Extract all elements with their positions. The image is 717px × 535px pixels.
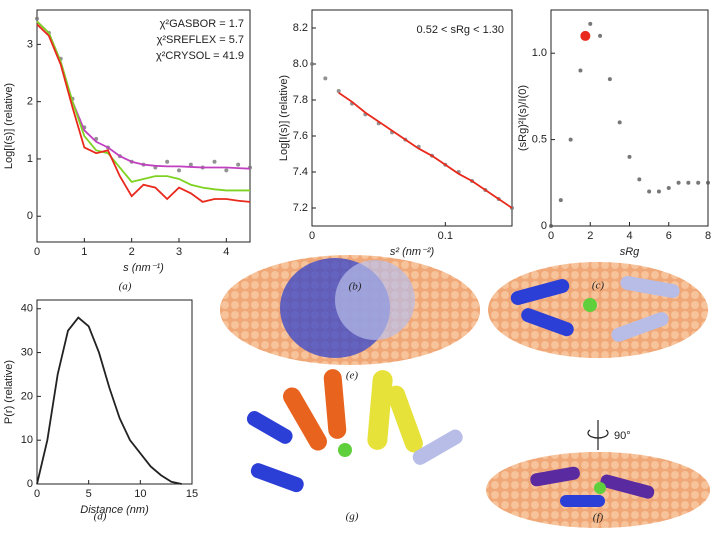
data-point (647, 189, 652, 194)
structure-e (220, 255, 480, 365)
highlight-marker (580, 30, 591, 41)
rotation-label: 90° (614, 430, 631, 442)
data-point (212, 159, 217, 164)
series-line (36, 316, 182, 485)
plot-frame (36, 9, 251, 243)
caption: (d) (94, 511, 107, 523)
y-axis-label: P(r) (relative) (3, 360, 15, 424)
data-point (310, 62, 314, 66)
x-tick-label: 0.1 (438, 230, 453, 242)
x-tick-label: 2 (587, 230, 593, 242)
y-tick-label: 7.4 (293, 166, 308, 178)
plot-frame (550, 9, 709, 227)
data-point (177, 168, 181, 173)
y-tick-label: 10 (21, 434, 33, 446)
x-tick-label: 4 (223, 246, 229, 258)
y-tick-label: 3 (27, 38, 33, 50)
y-tick-label: 7.6 (293, 130, 308, 142)
caption: (b) (349, 281, 362, 293)
x-tick-label: 0 (548, 230, 554, 242)
x-tick-label: 10 (134, 488, 146, 500)
y-tick-label: 0 (27, 478, 33, 490)
x-tick-label: 5 (86, 488, 92, 500)
data-point (666, 185, 671, 190)
data-point (696, 180, 701, 185)
data-point (656, 189, 661, 194)
x-axis-label: Distance (nm) (80, 504, 149, 516)
data-point (188, 162, 193, 167)
data-point (676, 180, 681, 185)
structure-f-bottom (486, 452, 710, 528)
legend-entry: χ²SREFLEX = 5.7 (157, 34, 244, 46)
y-tick-label: 2 (27, 96, 33, 108)
annotation: 0.52 < sRg < 1.30 (417, 24, 504, 36)
y-tick-label: 0 (541, 220, 547, 232)
plot-frame (311, 9, 513, 227)
legend-entry: χ²CRYSOL = 41.9 (156, 50, 244, 62)
data-point (323, 76, 328, 81)
x-tick-label: 3 (176, 246, 182, 258)
data-point (35, 16, 39, 21)
x-tick-label: 0 (34, 488, 40, 500)
data-point (617, 120, 622, 125)
y-tick-label: 7.2 (293, 202, 308, 214)
y-axis-label: Log[I(s)] (relative) (3, 83, 15, 169)
data-point (686, 180, 691, 185)
x-tick-label: 2 (129, 246, 135, 258)
caption: (c) (592, 280, 605, 292)
y-tick-label: 8.0 (293, 58, 308, 70)
x-tick-label: 0 (309, 230, 315, 242)
data-point (236, 162, 241, 167)
x-axis-label: sRg (620, 246, 640, 258)
structure-g (246, 369, 463, 493)
data-point (706, 180, 710, 185)
series-line (36, 20, 250, 192)
data-point (588, 21, 593, 26)
data-point (165, 159, 170, 164)
y-tick-label: 40 (21, 303, 33, 315)
data-point (336, 89, 341, 93)
x-tick-label: 8 (705, 230, 711, 242)
series-line (338, 92, 513, 209)
data-point (637, 177, 642, 182)
caption: (f) (593, 512, 604, 524)
structure-f-top (488, 262, 708, 358)
x-tick-label: 6 (666, 230, 672, 242)
plot-frame (36, 299, 193, 485)
caption: (e) (346, 370, 359, 382)
y-tick-label: 30 (21, 346, 33, 358)
y-axis-label: Log[I(s)] (relative) (278, 75, 290, 161)
data-point (568, 137, 573, 142)
y-tick-label: 20 (21, 390, 33, 402)
y-axis-label: (sRg)²I(s)/I(0) (517, 85, 529, 151)
data-point (578, 68, 583, 73)
y-tick-label: 1.0 (532, 47, 547, 59)
series-line (36, 23, 251, 203)
legend-entry: χ²GASBOR = 1.7 (160, 18, 244, 30)
x-tick-label: 0 (34, 246, 40, 258)
y-tick-label: 7.8 (293, 94, 308, 106)
y-tick-label: 0 (27, 210, 33, 222)
x-tick-label: 1 (81, 246, 87, 258)
y-tick-label: 8.2 (293, 22, 308, 34)
data-point (627, 154, 632, 159)
data-point (607, 77, 612, 82)
data-point (558, 198, 563, 203)
data-point (549, 224, 553, 228)
x-axis-label: s (nm⁻¹) (123, 262, 164, 274)
caption: (g) (346, 511, 359, 523)
data-point (598, 33, 603, 38)
caption: (a) (119, 281, 132, 293)
data-point (224, 168, 229, 173)
y-tick-label: 0.5 (532, 134, 547, 146)
x-tick-label: 4 (626, 230, 632, 242)
x-axis-label: s² (nm⁻²) (390, 246, 435, 258)
y-tick-label: 1 (27, 153, 33, 165)
x-tick-label: 15 (186, 488, 198, 500)
